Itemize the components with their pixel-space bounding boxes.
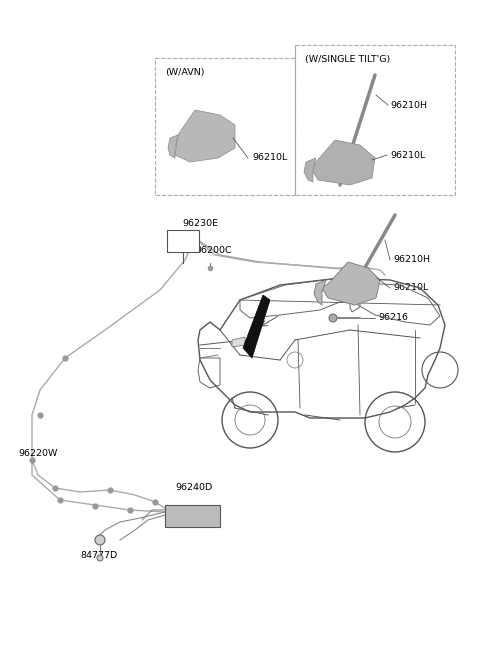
Text: 96200C: 96200C — [195, 246, 232, 255]
Text: 96210L: 96210L — [393, 283, 428, 293]
Bar — [167, 230, 199, 252]
Text: (W/SINGLE TILT'G): (W/SINGLE TILT'G) — [305, 55, 390, 64]
Text: 96210H: 96210H — [393, 255, 430, 264]
Text: 96220W: 96220W — [18, 449, 58, 457]
Text: 96210L: 96210L — [252, 154, 287, 163]
Polygon shape — [314, 280, 326, 305]
Text: (W/AVN): (W/AVN) — [165, 68, 204, 77]
Circle shape — [95, 535, 105, 545]
Text: 96230E: 96230E — [182, 219, 218, 228]
Text: 96210L: 96210L — [390, 150, 425, 159]
Bar — [165, 505, 220, 527]
Polygon shape — [168, 135, 178, 158]
Bar — [295, 45, 455, 195]
Text: 96240D: 96240D — [175, 483, 212, 492]
Polygon shape — [304, 158, 316, 182]
Polygon shape — [322, 262, 380, 305]
Text: 96210H: 96210H — [390, 100, 427, 110]
Bar — [155, 58, 295, 195]
Polygon shape — [312, 140, 375, 185]
Polygon shape — [175, 110, 235, 162]
Polygon shape — [243, 295, 270, 358]
Text: 96216: 96216 — [378, 314, 408, 323]
Circle shape — [97, 555, 103, 561]
Circle shape — [329, 314, 337, 322]
Polygon shape — [232, 337, 245, 347]
Text: 84777D: 84777D — [80, 550, 117, 560]
